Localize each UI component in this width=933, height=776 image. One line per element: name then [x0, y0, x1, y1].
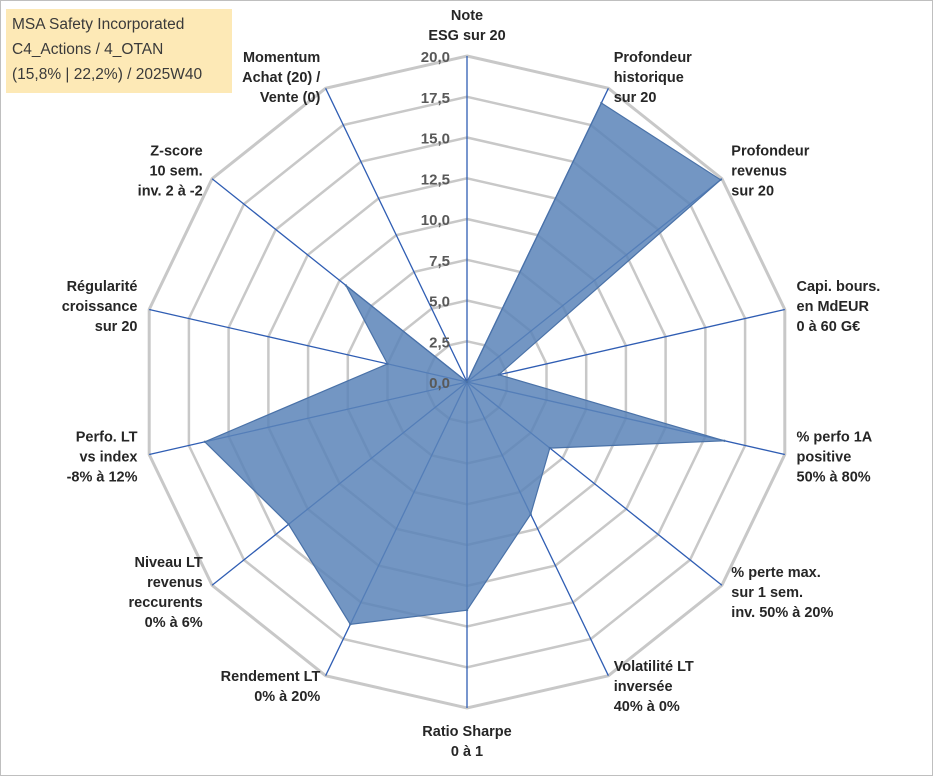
category-label-line: Volatilité LT	[614, 659, 694, 675]
tick-label: 2,5	[429, 334, 450, 351]
series-point	[203, 440, 206, 443]
category-label-13: Momentum Achat (20) / Vente (0)	[242, 50, 320, 106]
series-point	[723, 439, 726, 442]
category-label-line: 0% à 6%	[145, 615, 203, 631]
category-label-line: reccurents	[129, 595, 203, 611]
category-label-line: % perte max.	[731, 565, 820, 581]
category-label-line: Achat (20) /	[242, 70, 320, 86]
axis-spoke-13	[325, 88, 468, 383]
category-label-line: Rendement LT	[221, 669, 321, 685]
category-label-line: Perfo. LT	[76, 430, 138, 446]
tick-label: 7,5	[429, 253, 450, 270]
category-label-line: sur 20	[731, 184, 774, 200]
series-point	[287, 523, 290, 526]
category-label-3: Capi. bours. en MdEUR 0 à 60 G€	[797, 279, 881, 335]
series-area-0	[203, 102, 725, 625]
series-point	[719, 178, 722, 181]
series-point	[529, 513, 532, 516]
category-label-line: ESG sur 20	[428, 28, 505, 44]
category-label-8: Rendement LT 0% à 20%	[221, 669, 321, 705]
category-label-10: Perfo. LT vs index -8% à 12%	[67, 430, 138, 486]
category-label-7: Ratio Sharpe 0 à 1	[422, 724, 511, 760]
category-label-line: 40% à 0%	[614, 699, 680, 715]
category-label-line: revenus	[731, 164, 787, 180]
category-label-6: Volatilité LT inversée 40% à 0%	[614, 659, 694, 715]
category-label-line: 10 sem.	[149, 164, 202, 180]
category-label-line: revenus	[147, 575, 203, 591]
category-label-line: croissance	[62, 299, 138, 315]
info-period: (15,8% | 22,2%) / 2025W40	[12, 66, 203, 83]
series-point	[349, 623, 352, 626]
category-label-line: en MdEUR	[797, 299, 870, 315]
category-label-line: Momentum	[243, 50, 320, 66]
category-label-line: 0 à 60 G€	[797, 319, 861, 335]
category-label-line: inv. 50% à 20%	[731, 605, 833, 621]
category-label-line: vs index	[79, 450, 137, 466]
category-label-line: 0% à 20%	[254, 689, 320, 705]
category-label-line: Vente (0)	[260, 90, 321, 106]
category-label-line: Profondeur	[731, 144, 809, 160]
series-point	[386, 362, 389, 366]
tick-label: 10,0	[421, 212, 450, 229]
category-label-line: 50% à 80%	[797, 470, 871, 486]
tick-label: 0,0	[429, 375, 450, 392]
category-label-9: Niveau LT revenus reccurents 0% à 6%	[129, 555, 203, 631]
info-box: MSA Safety Incorporated C4_Actions / 4_O…	[6, 9, 232, 93]
category-label-2: Profondeur revenus sur 20	[731, 144, 809, 200]
category-label-line: Profondeur	[614, 50, 692, 66]
category-label-12: Z-score 10 sem. inv. 2 à -2	[138, 144, 203, 200]
tick-label: 17,5	[421, 90, 450, 107]
category-label-4: % perfo 1A positive 50% à 80%	[797, 430, 873, 486]
category-label-line: 0 à 1	[451, 744, 483, 760]
category-label-line: -8% à 12%	[67, 470, 138, 486]
axis-spoke-3	[466, 308, 785, 383]
tick-label: 5,0	[429, 294, 450, 311]
radar-series	[203, 101, 726, 626]
category-label-line: Z-score	[150, 144, 202, 160]
category-label-line: Niveau LT	[134, 555, 202, 571]
category-label-line: historique	[614, 70, 684, 86]
series-point	[465, 609, 469, 612]
category-label-line: sur 20	[95, 319, 138, 335]
category-label-1: Profondeur historique sur 20	[614, 50, 692, 106]
info-company-name: MSA Safety Incorporated	[12, 16, 185, 33]
category-label-line: inversée	[614, 679, 673, 695]
series-point	[344, 284, 348, 287]
radar-tick-labels: 0,0 2,5 5,0 7,5 10,0 12,5 15,0 17,5 20,0	[421, 49, 450, 392]
info-category: C4_Actions / 4_OTAN	[12, 41, 164, 58]
series-point	[465, 380, 469, 384]
category-label-line: Capi. bours.	[797, 279, 881, 295]
category-label-line: Ratio Sharpe	[422, 724, 511, 740]
series-point	[600, 101, 603, 105]
category-label-5: % perte max. sur 1 sem. inv. 50% à 20%	[731, 565, 833, 621]
category-label-line: % perfo 1A	[797, 430, 873, 446]
category-label-0: Note ESG sur 20	[428, 8, 505, 44]
series-point	[497, 373, 500, 376]
category-label-line: Note	[451, 8, 483, 24]
tick-label: 12,5	[421, 171, 450, 188]
tick-label: 15,0	[421, 131, 450, 148]
category-label-line: sur 1 sem.	[731, 585, 803, 601]
series-point	[548, 446, 551, 450]
radar-category-labels: Note ESG sur 20 Profondeur historique sur 20…	[62, 8, 881, 760]
category-label-line: positive	[797, 450, 852, 466]
category-label-line: sur 20	[614, 90, 657, 106]
category-label-line: inv. 2 à -2	[138, 184, 203, 200]
tick-label: 20,0	[421, 49, 450, 66]
category-label-line: Régularité	[67, 279, 138, 295]
category-label-11: Régularité croissance sur 20	[62, 279, 138, 335]
